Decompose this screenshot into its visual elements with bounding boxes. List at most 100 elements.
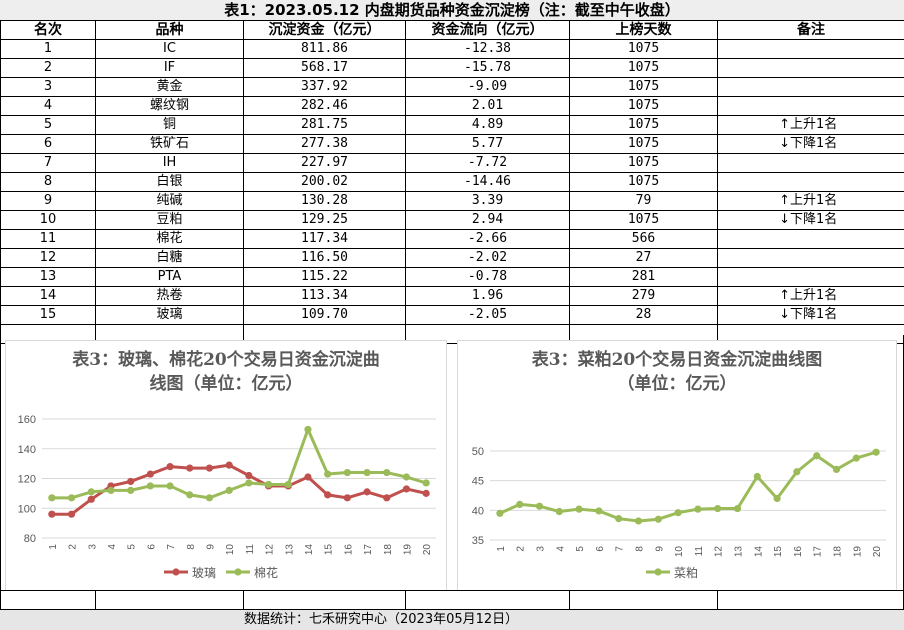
cell-flow[interactable]: -0.78	[406, 268, 570, 287]
cell-fund[interactable]: 113.34	[244, 287, 406, 306]
cell-name[interactable]: IC	[96, 40, 244, 59]
cell-days[interactable]: 27	[570, 249, 718, 268]
cell-days[interactable]: 1075	[570, 59, 718, 78]
cell-fund[interactable]: 568.17	[244, 59, 406, 78]
cell-flow[interactable]: -2.66	[406, 230, 570, 249]
cell-flow[interactable]: -7.72	[406, 154, 570, 173]
cell-name[interactable]: PTA	[96, 268, 244, 287]
cell-note[interactable]	[718, 268, 904, 287]
cell-note[interactable]	[718, 154, 904, 173]
cell-note[interactable]	[718, 59, 904, 78]
cell-fund[interactable]: 227.97	[244, 154, 406, 173]
cell-rank[interactable]: 1	[1, 40, 96, 59]
cell-rank[interactable]: 2	[1, 59, 96, 78]
cell-name[interactable]: 玻璃	[96, 306, 244, 325]
col-header-fund[interactable]: 沉淀资金（亿元）	[244, 21, 406, 40]
cell-note[interactable]: ↑上升1名	[718, 287, 904, 306]
cell-rank[interactable]: 6	[1, 135, 96, 154]
cell-flow[interactable]: -2.02	[406, 249, 570, 268]
cell-rank[interactable]: 3	[1, 78, 96, 97]
col-header-days[interactable]: 上榜天数	[570, 21, 718, 40]
cell-days[interactable]: 1075	[570, 211, 718, 230]
cell-note[interactable]	[718, 40, 904, 59]
cell-fund[interactable]: 117.34	[244, 230, 406, 249]
cell-fund[interactable]: 337.92	[244, 78, 406, 97]
cell-flow[interactable]: 1.96	[406, 287, 570, 306]
cell-name[interactable]: IH	[96, 154, 244, 173]
cell-flow[interactable]: 3.39	[406, 192, 570, 211]
cell-flow[interactable]: -14.46	[406, 173, 570, 192]
cell-days[interactable]: 28	[570, 306, 718, 325]
cell-rank[interactable]: 4	[1, 97, 96, 116]
cell-name[interactable]: 铜	[96, 116, 244, 135]
cell-name[interactable]: 豆粕	[96, 211, 244, 230]
col-header-name[interactable]: 品种	[96, 21, 244, 40]
cell-name[interactable]: 铁矿石	[96, 135, 244, 154]
cell-fund[interactable]: 115.22	[244, 268, 406, 287]
cell-rank[interactable]: 11	[1, 230, 96, 249]
cell-name[interactable]: 纯碱	[96, 192, 244, 211]
cell-name[interactable]: 热卷	[96, 287, 244, 306]
cell-flow[interactable]: 4.89	[406, 116, 570, 135]
cell-days[interactable]: 1075	[570, 97, 718, 116]
cell-fund[interactable]: 811.86	[244, 40, 406, 59]
cell-note[interactable]	[718, 249, 904, 268]
cell-flow[interactable]: 2.94	[406, 211, 570, 230]
cell-rank[interactable]: 7	[1, 154, 96, 173]
cell-rank[interactable]: 8	[1, 173, 96, 192]
cell-note[interactable]: ↑上升1名	[718, 192, 904, 211]
cell-rank[interactable]: 9	[1, 192, 96, 211]
cell-days[interactable]: 281	[570, 268, 718, 287]
cell-note[interactable]	[718, 97, 904, 116]
cell-flow[interactable]: -15.78	[406, 59, 570, 78]
cell-fund[interactable]: 109.70	[244, 306, 406, 325]
cell-rank[interactable]: 10	[1, 211, 96, 230]
cell-days[interactable]: 1075	[570, 173, 718, 192]
cell-name[interactable]: 棉花	[96, 230, 244, 249]
cell-note[interactable]: ↓下降1名	[718, 211, 904, 230]
cell-days[interactable]: 1075	[570, 116, 718, 135]
cell-days[interactable]: 1075	[570, 135, 718, 154]
cell-fund[interactable]: 281.75	[244, 116, 406, 135]
cell-fund[interactable]: 282.46	[244, 97, 406, 116]
cell-fund[interactable]: 277.38	[244, 135, 406, 154]
cell-days[interactable]: 79	[570, 192, 718, 211]
cell-rank[interactable]: 15	[1, 306, 96, 325]
cell-fund[interactable]: 129.25	[244, 211, 406, 230]
col-header-flow[interactable]: 资金流向（亿元）	[406, 21, 570, 40]
cell-days[interactable]: 1075	[570, 78, 718, 97]
cell-note[interactable]: ↓下降1名	[718, 135, 904, 154]
cell-name[interactable]: 螺纹钢	[96, 97, 244, 116]
cell-days[interactable]: 279	[570, 287, 718, 306]
cell-rank[interactable]: 12	[1, 249, 96, 268]
cell-rank[interactable]: 5	[1, 116, 96, 135]
cell-fund[interactable]: 130.28	[244, 192, 406, 211]
cell-flow[interactable]: 2.01	[406, 97, 570, 116]
cell-name[interactable]: 白糖	[96, 249, 244, 268]
cell-flow[interactable]: -9.09	[406, 78, 570, 97]
col-header-rank[interactable]: 名次	[1, 21, 96, 40]
cell-rank[interactable]: 14	[1, 287, 96, 306]
cell-flow[interactable]: 5.77	[406, 135, 570, 154]
col-header-note[interactable]: 备注	[718, 21, 904, 40]
cell-days[interactable]: 1075	[570, 40, 718, 59]
cell-days[interactable]: 566	[570, 230, 718, 249]
cell-note[interactable]	[718, 230, 904, 249]
cell-flow[interactable]: -2.05	[406, 306, 570, 325]
cell-note[interactable]	[718, 173, 904, 192]
